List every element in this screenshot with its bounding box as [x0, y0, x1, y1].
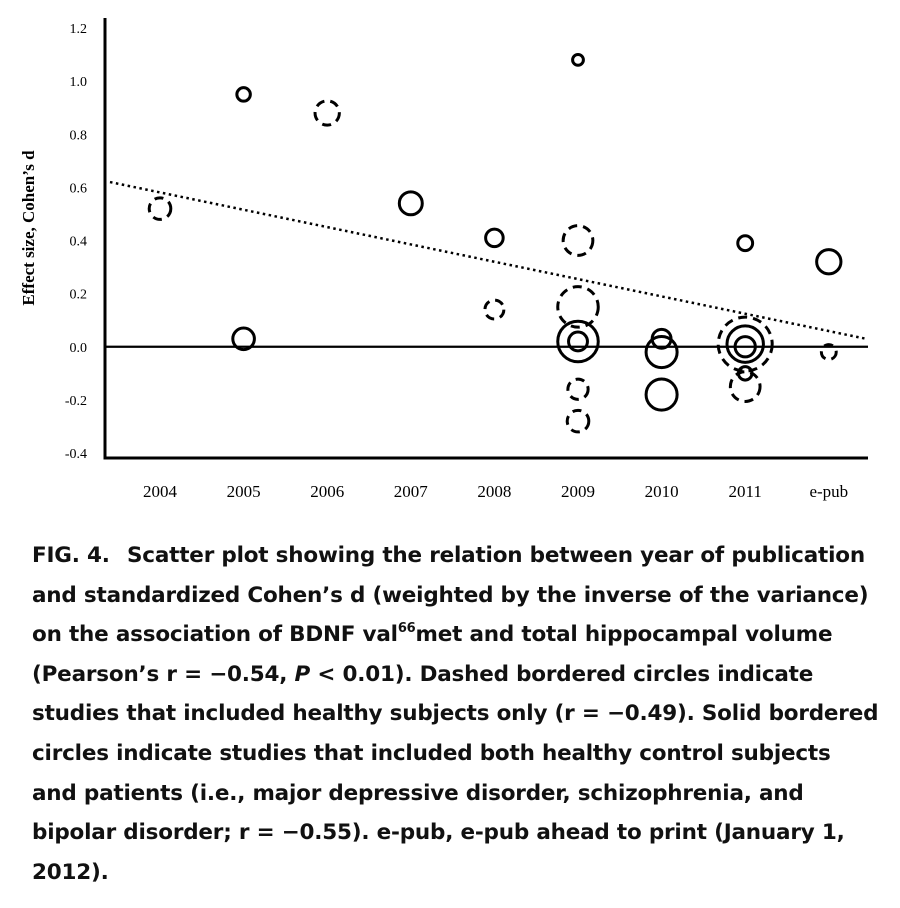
y-tick-labels: 1.2 1.0 0.8 0.6 0.4 0.2 0.0 -0.2 -0.4 [65, 22, 87, 462]
figure-caption: FIG. 4. Scatter plot showing the relatio… [32, 536, 882, 892]
y-axis-label: Effect size, Cohen’s d [19, 150, 38, 306]
dashed-study-circle [728, 370, 762, 403]
dashed-study-circle [483, 298, 506, 321]
solid-study-circle [736, 234, 755, 253]
y-tick-label: 0.4 [70, 235, 88, 250]
solid-study-circle [733, 335, 757, 359]
y-tick-label: 0.0 [70, 341, 88, 356]
solid-study-circle [815, 248, 843, 276]
x-tick-label: 2008 [477, 482, 511, 501]
y-tick-label: 0.8 [70, 128, 88, 143]
solid-study-circle [235, 86, 252, 103]
dashed-study-circle [565, 408, 591, 434]
x-tick-label: 2006 [310, 482, 344, 501]
dashed-study-circle [819, 343, 838, 361]
solid-study-circle [567, 330, 589, 353]
figure-label: FIG. 4. [32, 543, 110, 568]
x-tick-label: 2011 [729, 482, 762, 501]
dashed-study-circle [566, 377, 590, 401]
x-tick-labels: 2004 2005 2006 2007 2008 2009 2010 2011 e-pub [143, 482, 848, 501]
dashed-study-circle [147, 196, 173, 221]
solid-study-circle [231, 326, 256, 352]
solid-study-circle [644, 335, 679, 370]
x-tick-label: 2007 [394, 482, 429, 501]
caption-text-1: Scatter plot showing the relation betwee… [32, 543, 869, 648]
y-tick-label: -0.4 [65, 447, 87, 462]
caption-text-3: < 0.01). Dashed bordered circles indicat… [32, 661, 879, 885]
dashed-study-circle [561, 224, 595, 257]
dashed-study-circle [716, 315, 774, 373]
scatter-chart: 1.21.00.80.60.40.20.0-0.2-0.4 2004 2005 20… [19, 18, 868, 501]
y-tick-label: -0.2 [65, 394, 87, 409]
x-tick-label: 2004 [143, 482, 178, 501]
solid-study-circle [397, 190, 424, 217]
x-tick-label: 2005 [227, 482, 261, 501]
x-tick-label: 2009 [561, 482, 595, 501]
y-tick-label: 1.2 [70, 22, 88, 37]
solid-study-circle [484, 227, 505, 249]
y-tick-label: 0.6 [70, 181, 88, 196]
y-tick-label: 0.2 [70, 288, 88, 303]
caption-superscript: 66 [397, 621, 416, 637]
caption-p-symbol: P [294, 661, 311, 687]
trend-line [109, 180, 867, 341]
caption-text-2: met and total hippocampal volume (Pearso… [32, 622, 833, 687]
x-tick-label: e-pub [809, 482, 848, 501]
y-tick-label: 1.0 [70, 75, 88, 90]
solid-study-circle [556, 319, 600, 364]
x-tick-label: 2010 [645, 482, 679, 501]
solid-study-circle [725, 324, 765, 364]
dashed-study-circle [556, 285, 600, 329]
dashed-study-circle [313, 99, 341, 127]
solid-study-circle [571, 52, 585, 67]
data-points [147, 52, 843, 434]
solid-study-circle [644, 377, 679, 412]
